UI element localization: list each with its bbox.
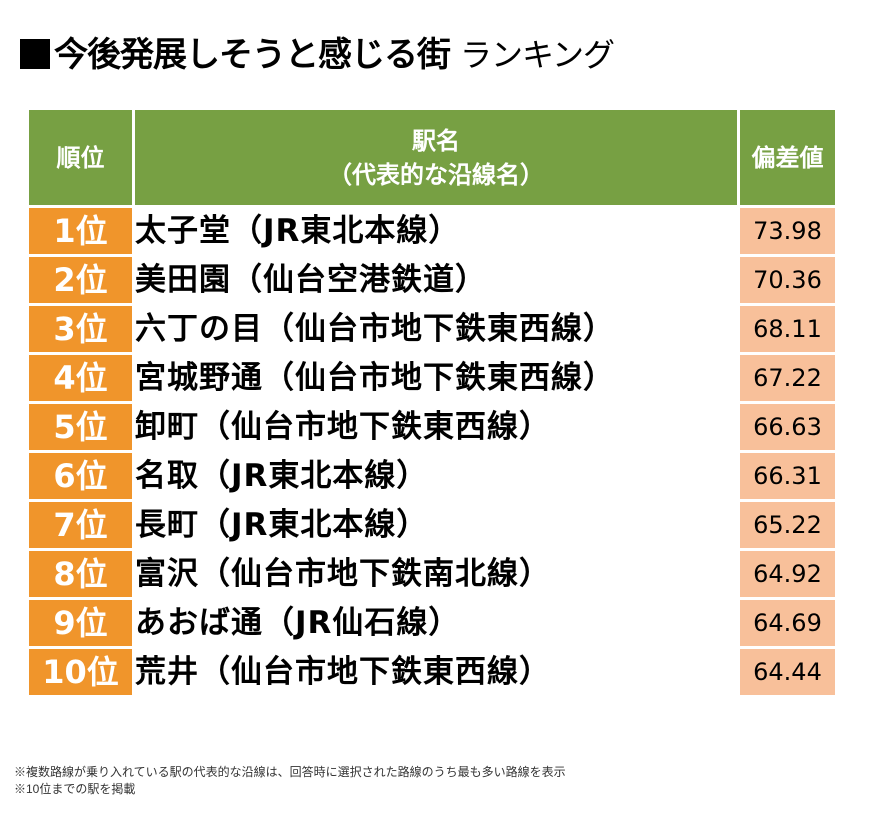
station-name-cell: あおば通（JR仙石線）	[132, 597, 740, 649]
header-station-line1: 駅名	[412, 126, 460, 155]
footnotes: ※複数路線が乗り入れている駅の代表的な沿線は、回答時に選択された路線のうち最も多…	[14, 764, 566, 798]
header-station-line2: （代表的な沿線名）	[328, 160, 544, 189]
rank-cell: 10位	[26, 646, 135, 698]
station-name-cell: 太子堂（JR東北本線）	[132, 205, 740, 257]
score-cell: 68.11	[737, 303, 838, 355]
ranking-rows: 1位 太子堂（JR東北本線） 73.98 2位 美田園（仙台空港鉄道） 70.36 3位 六丁…	[26, 205, 838, 698]
footnote-2: ※10位までの駅を掲載	[14, 782, 136, 796]
station-name-cell: 宮城野通（仙台市地下鉄東西線）	[132, 352, 740, 404]
ranking-table: 順位 駅名 （代表的な沿線名） 偏差値 1位 太子堂（JR東北本線） 73.98 2位…	[26, 107, 838, 698]
table-row: 2位 美田園（仙台空港鉄道） 70.36	[26, 254, 838, 306]
score-cell: 65.22	[737, 499, 838, 551]
footnote-1: ※複数路線が乗り入れている駅の代表的な沿線は、回答時に選択された路線のうち最も多…	[14, 765, 566, 779]
header-station: 駅名 （代表的な沿線名）	[132, 107, 740, 208]
title-sub: ランキング	[460, 36, 615, 74]
page-title: 今後発展しそうと感じる街 ランキング	[20, 30, 615, 80]
score-cell: 73.98	[737, 205, 838, 257]
title-main: 今後発展しそうと感じる街	[54, 35, 451, 75]
table-row: 5位 卸町（仙台市地下鉄東西線） 66.63	[26, 401, 838, 453]
header-row: 順位 駅名 （代表的な沿線名） 偏差値	[26, 107, 838, 208]
station-name-cell: 長町（JR東北本線）	[132, 499, 740, 551]
header-rank: 順位	[26, 107, 135, 208]
table-row: 4位 宮城野通（仙台市地下鉄東西線） 67.22	[26, 352, 838, 404]
rank-cell: 4位	[26, 352, 135, 404]
station-name-cell: 美田園（仙台空港鉄道）	[132, 254, 740, 306]
table-row: 7位 長町（JR東北本線） 65.22	[26, 499, 838, 551]
score-cell: 64.69	[737, 597, 838, 649]
score-cell: 64.92	[737, 548, 838, 600]
table-row: 6位 名取（JR東北本線） 66.31	[26, 450, 838, 502]
rank-cell: 2位	[26, 254, 135, 306]
rank-cell: 1位	[26, 205, 135, 257]
rank-cell: 5位	[26, 401, 135, 453]
rank-cell: 6位	[26, 450, 135, 502]
score-cell: 64.44	[737, 646, 838, 698]
score-cell: 66.63	[737, 401, 838, 453]
table-row: 10位 荒井（仙台市地下鉄東西線） 64.44	[26, 646, 838, 698]
score-cell: 66.31	[737, 450, 838, 502]
rank-cell: 3位	[26, 303, 135, 355]
rank-cell: 8位	[26, 548, 135, 600]
score-cell: 70.36	[737, 254, 838, 306]
black-square-icon	[20, 39, 50, 69]
table-row: 1位 太子堂（JR東北本線） 73.98	[26, 205, 838, 257]
station-name-cell: 卸町（仙台市地下鉄東西線）	[132, 401, 740, 453]
table-row: 3位 六丁の目（仙台市地下鉄東西線） 68.11	[26, 303, 838, 355]
header-score: 偏差値	[737, 107, 838, 208]
table-row: 8位 富沢（仙台市地下鉄南北線） 64.92	[26, 548, 838, 600]
station-name-cell: 荒井（仙台市地下鉄東西線）	[132, 646, 740, 698]
station-name-cell: 富沢（仙台市地下鉄南北線）	[132, 548, 740, 600]
station-name-cell: 名取（JR東北本線）	[132, 450, 740, 502]
rank-cell: 7位	[26, 499, 135, 551]
station-name-cell: 六丁の目（仙台市地下鉄東西線）	[132, 303, 740, 355]
rank-cell: 9位	[26, 597, 135, 649]
score-cell: 67.22	[737, 352, 838, 404]
table-row: 9位 あおば通（JR仙石線） 64.69	[26, 597, 838, 649]
